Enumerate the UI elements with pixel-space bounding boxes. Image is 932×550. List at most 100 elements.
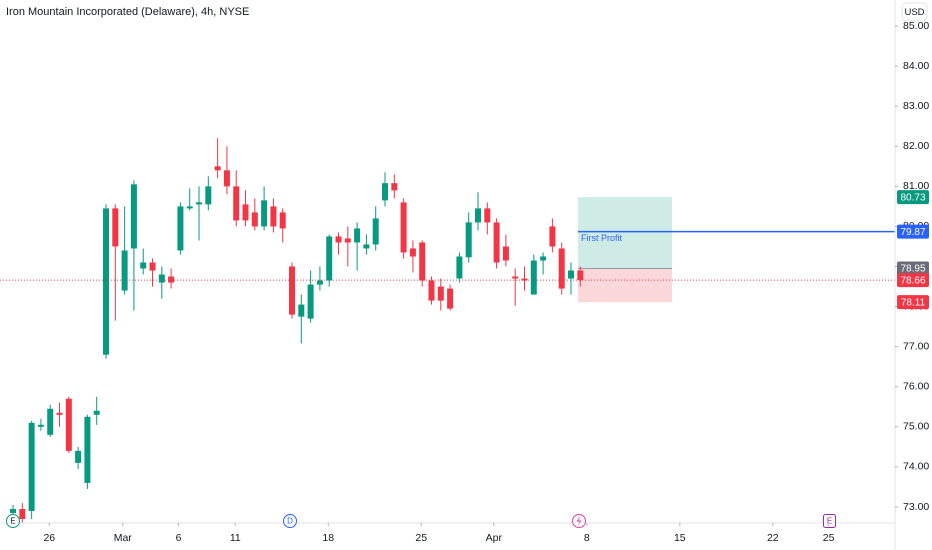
- candle-body: [298, 304, 305, 317]
- price-badge: [897, 224, 929, 239]
- candle-body: [261, 200, 268, 227]
- price-badge: [897, 190, 929, 205]
- plot-area: First Profit: [0, 138, 895, 524]
- candle-body: [475, 208, 482, 223]
- x-tick-label: 25: [415, 532, 427, 544]
- y-tick-label: 85.00: [903, 20, 929, 32]
- price-badge-label: 78.66: [900, 275, 925, 286]
- candle-body: [196, 202, 203, 205]
- event-icon: E D E: [6, 514, 836, 528]
- price-badge-label: 80.73: [900, 192, 925, 203]
- candle-body: [307, 284, 314, 319]
- candle-body: [130, 184, 137, 249]
- candle-body: [214, 166, 221, 171]
- candle-body: [363, 244, 370, 249]
- candle-body: [512, 276, 519, 279]
- candle-body: [47, 408, 54, 435]
- y-tick-label: 84.00: [903, 60, 929, 72]
- y-tick-label: 81.00: [903, 180, 929, 192]
- candle-body: [65, 398, 72, 451]
- candle-body: [493, 222, 500, 263]
- candle-body: [233, 186, 240, 221]
- x-tick-label: 18: [322, 532, 334, 544]
- x-tick-label: 8: [584, 532, 590, 544]
- candle-body: [270, 206, 277, 227]
- candle-body: [37, 424, 44, 427]
- y-tick-label: 74.00: [903, 461, 929, 473]
- candle-body: [326, 236, 333, 281]
- candle-body: [577, 270, 584, 281]
- currency-button[interactable]: [901, 2, 928, 22]
- candle-body: [251, 212, 258, 227]
- candle-body: [223, 170, 230, 187]
- candle-body: [121, 250, 128, 291]
- candle-body: [465, 222, 472, 258]
- price-badge-label: 79.87: [900, 227, 925, 238]
- candle-body: [530, 260, 537, 295]
- y-tick-label: 83.00: [903, 100, 929, 112]
- candle-body: [437, 286, 444, 301]
- candle-body: [567, 270, 574, 279]
- candle-body: [242, 204, 249, 221]
- currency: USD: [904, 7, 924, 18]
- candle-body: [112, 208, 119, 247]
- candle-body: [75, 450, 82, 463]
- candle-body: [186, 206, 193, 209]
- candle-body: [447, 288, 454, 309]
- x-tick-label: 25: [823, 532, 835, 544]
- candle-body: [316, 280, 323, 285]
- y-tick-label: 76.00: [903, 381, 929, 393]
- x-tick-label: 15: [674, 532, 686, 544]
- profit-zone: [578, 197, 672, 269]
- candle-body: [549, 226, 556, 247]
- candle-body: [419, 242, 426, 281]
- candle-body: [382, 183, 389, 201]
- x-tick-label: Apr: [486, 532, 503, 544]
- candle-body: [140, 262, 147, 269]
- event-label: D: [287, 517, 293, 526]
- chart-title: Iron Mountain Incorporated (Delaware), 4…: [6, 6, 249, 18]
- candle-body: [540, 256, 547, 261]
- candle-body: [103, 208, 110, 355]
- candle-body: [168, 276, 175, 283]
- candle-body: [354, 228, 361, 243]
- price-badge: [897, 261, 929, 276]
- candle-body: [158, 274, 165, 283]
- x-tick-label: Mar: [114, 532, 133, 544]
- x-tick-label: 26: [43, 532, 55, 544]
- candle-body: [28, 422, 35, 511]
- candle-body: [56, 412, 63, 415]
- candle-body: [558, 248, 565, 289]
- event-label: E: [827, 517, 832, 526]
- y-tick-label: 82.00: [903, 140, 929, 152]
- loss-zone: [578, 268, 672, 303]
- candle-body: [10, 508, 17, 513]
- candle-body: [344, 238, 351, 243]
- candle-body: [456, 256, 463, 279]
- candle-body: [502, 246, 509, 261]
- candle-body: [391, 183, 398, 191]
- candle-body: [409, 248, 416, 257]
- candle-body: [400, 202, 407, 253]
- candle-body: [149, 262, 156, 271]
- x-tick-label: 11: [230, 532, 241, 544]
- candle-body: [484, 208, 491, 223]
- price-badge-label: 78.95: [900, 264, 925, 275]
- candle-body: [279, 212, 286, 229]
- candle-body: [93, 410, 100, 415]
- candle-body: [19, 508, 26, 519]
- event-label: E: [10, 517, 15, 526]
- price-badge: [897, 273, 929, 288]
- candle-body: [428, 280, 435, 301]
- candle-body: [521, 278, 528, 281]
- y-tick-label: 77.00: [903, 340, 929, 352]
- candle-body: [372, 218, 379, 245]
- candle-body: [335, 236, 342, 243]
- candle-body: [177, 206, 184, 251]
- price-badge-label: 78.11: [901, 297, 926, 308]
- line-label: First Profit: [581, 233, 623, 243]
- candle-body: [289, 266, 296, 315]
- x-tick-label: 6: [176, 532, 182, 544]
